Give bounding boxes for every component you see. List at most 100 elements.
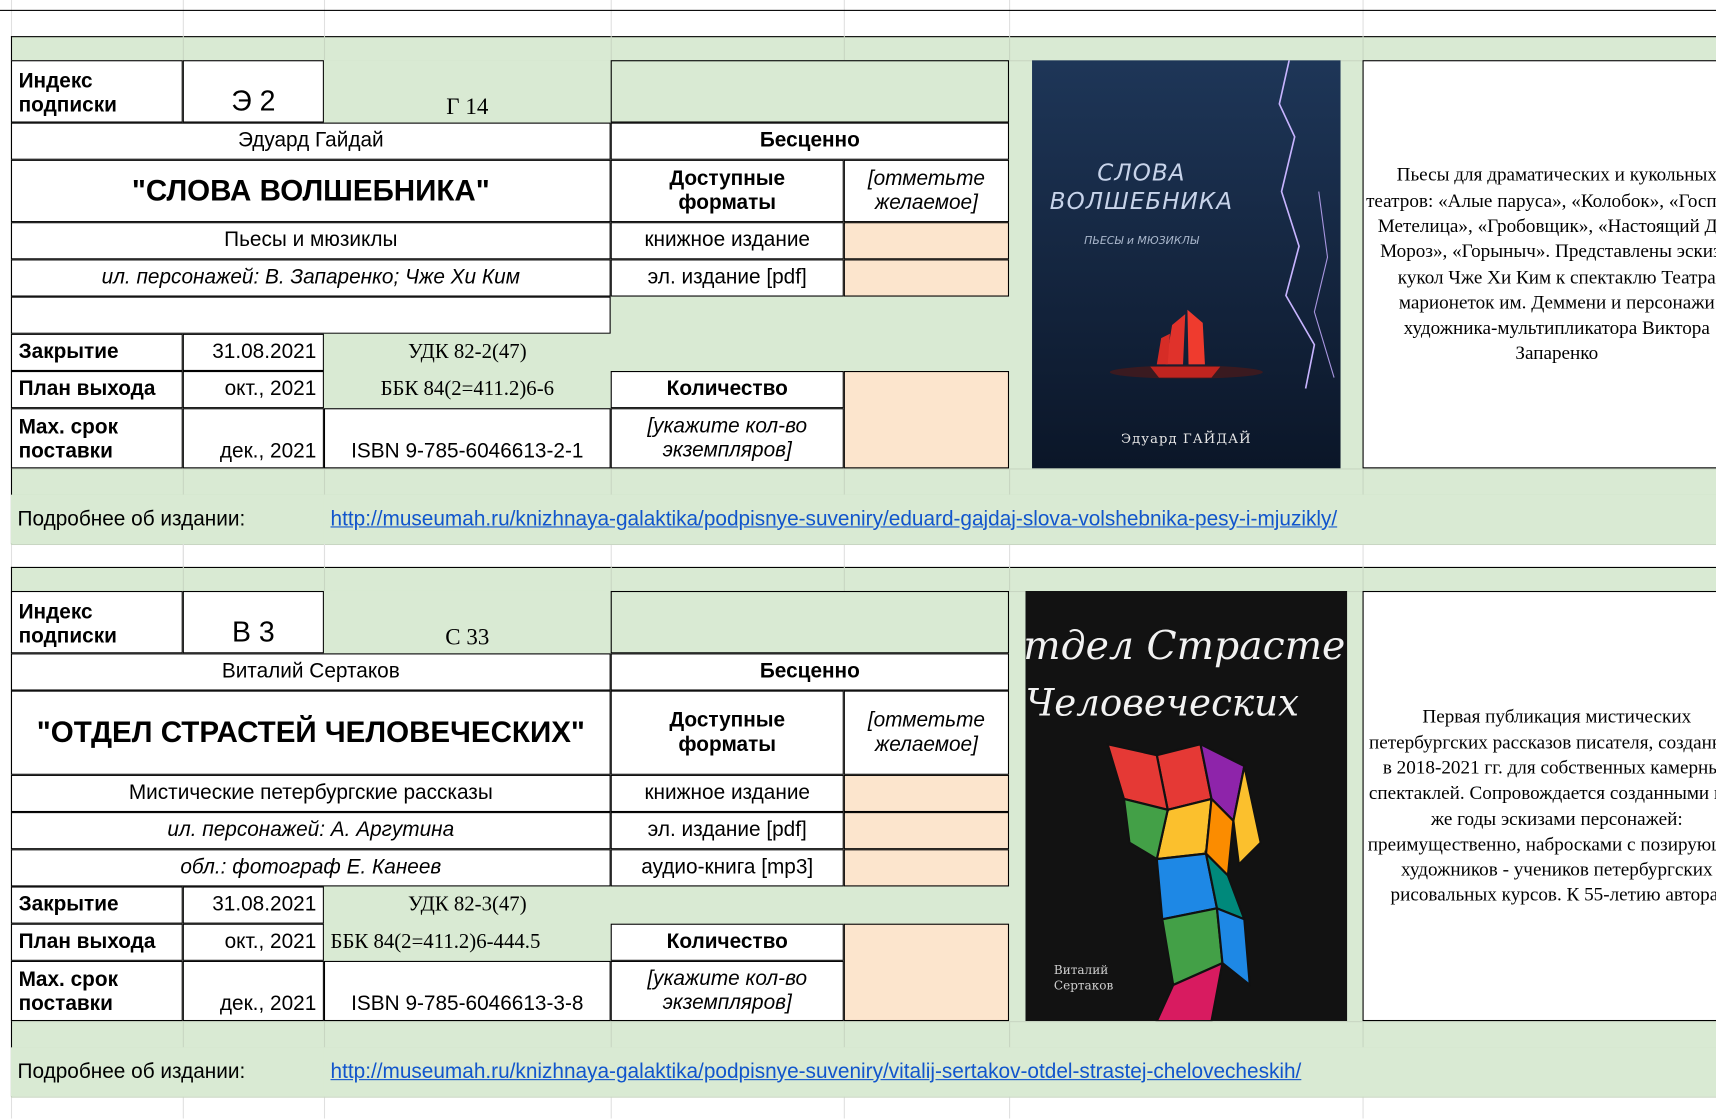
grid-line — [182, 36, 184, 61]
code: С 33 — [323, 590, 611, 654]
figure-shape — [1231, 765, 1262, 867]
title: "СЛОВА ВОЛШЕБНИКА" — [10, 159, 611, 223]
author: Эдуард Гайдай — [10, 122, 611, 160]
lightning — [1313, 191, 1335, 378]
grid-line — [323, 1021, 326, 1048]
deadline-label: Max. срок поставки — [10, 408, 183, 469]
credit: ил. персонажей: В. Запаренко; Чже Хи Ким — [10, 259, 611, 297]
quantity-label: Количество — [610, 371, 844, 409]
deadline: дек., 2021 — [182, 960, 324, 1022]
cover-author: Сертаков — [1053, 978, 1113, 992]
formats-label: Доступные форматы — [610, 159, 844, 223]
bbk: ББК 84(2=411.2)6-6 — [323, 371, 611, 409]
format: книжное издание — [610, 222, 844, 260]
grid-line — [1009, 1021, 1011, 1048]
grid-line — [182, 566, 184, 591]
link[interactable]: http://museumah.ru/knizhnaya-galaktika/p… — [323, 1047, 1716, 1097]
title: "ОТДЕЛ СТРАСТЕЙ ЧЕЛОВЕЧЕСКИХ" — [10, 690, 611, 775]
figure-shape — [1155, 961, 1224, 1022]
subtitle: Мистические петербургские рассказы — [10, 774, 611, 813]
grid-line — [10, 566, 1716, 568]
grid-line — [610, 1021, 612, 1048]
grid-line — [1009, 468, 1011, 495]
deadline-label: Max. срок поставки — [10, 960, 183, 1022]
grid-line — [323, 566, 326, 591]
grid-line — [843, 36, 845, 61]
grid-line — [10, 1096, 1716, 1098]
lightning — [1277, 60, 1315, 389]
grid-line — [610, 36, 612, 61]
grid-line — [1009, 566, 1011, 591]
grid-line — [1009, 36, 1011, 61]
quantity-input — [843, 371, 1010, 469]
release-label: План выхода — [10, 923, 183, 961]
ship-sails — [1156, 333, 1170, 365]
grid-line — [843, 0, 845, 1119]
more-label: Подробнее об издании: — [10, 494, 324, 544]
quantity-hint: [укажите кол-во экземпляров] — [610, 960, 844, 1022]
format: эл. издание [pdf] — [610, 812, 844, 850]
formats-hint: [отметьте желаемое] — [843, 159, 1010, 223]
cover-title: ВОЛШЕБНИКА — [1049, 189, 1232, 215]
cover-title: Человеческих — [1025, 681, 1299, 725]
credit: ил. персонажей: А. Аргутина — [10, 812, 611, 850]
grid-line — [10, 1021, 1716, 1023]
closing: 31.08.2021 — [182, 886, 324, 924]
cover-subtitle: ПЬЕСЫ и МЮЗИКЛЫ — [1084, 234, 1200, 247]
author: Виталий Сертаков — [10, 653, 611, 691]
bbk: ББК 84(2=411.2)6-444.5 — [323, 923, 611, 961]
format: эл. издание [pdf] — [610, 259, 844, 297]
cover-title: СЛОВА — [1097, 161, 1185, 187]
grid-line — [1362, 36, 1364, 61]
closing-label: Закрытие — [10, 886, 183, 924]
udk: УДК 82-2(47) — [323, 333, 611, 372]
cover-title: Отдел Страстей — [1025, 623, 1347, 669]
format-choice — [843, 849, 1010, 887]
grid-line — [610, 0, 612, 1119]
cover-author: Эдуард ГАЙДАЙ — [1120, 430, 1251, 447]
grid-line — [610, 468, 612, 495]
grid-line — [843, 566, 845, 591]
price: Бесценно — [610, 653, 1010, 691]
grid-line — [843, 468, 845, 495]
grid-line — [610, 566, 612, 591]
release-label: План выхода — [10, 371, 183, 409]
grid-line — [1362, 0, 1364, 1119]
release: окт., 2021 — [182, 371, 324, 409]
ship-hull — [1149, 366, 1220, 378]
grid-line — [10, 543, 1716, 546]
grid-line — [182, 468, 184, 495]
ship-sails — [1186, 309, 1205, 365]
grid-line — [10, 36, 1716, 38]
deadline: дек., 2021 — [182, 408, 324, 469]
format-choice — [843, 259, 1010, 297]
code: Г 14 — [323, 60, 611, 123]
subtitle: Пьесы и мюзиклы — [10, 222, 611, 260]
grid-line — [1009, 0, 1011, 1119]
grid-line — [843, 1021, 845, 1048]
grid-line — [0, 9, 1716, 11]
more-label: Подробнее об издании: — [10, 1047, 324, 1097]
index: В 3 — [182, 590, 324, 654]
formats-label: Доступные форматы — [610, 690, 844, 775]
cover: Отдел Страстей Человеческих ВиталийСертако… — [1024, 590, 1347, 1022]
link[interactable]: http://museumah.ru/knizhnaya-galaktika/p… — [323, 494, 1716, 544]
quantity-label: Количество — [610, 923, 844, 961]
isbn: ISBN 9-785-6046613-2-1 — [323, 408, 611, 469]
grid-line — [1362, 468, 1364, 495]
ship-sails — [1164, 314, 1185, 365]
empty-cell — [610, 60, 1010, 123]
grid-line — [323, 36, 326, 61]
index-label: Индекс подписки — [10, 590, 183, 654]
empty-cell — [610, 590, 1010, 654]
grid-line — [1362, 566, 1364, 591]
grid-line — [10, 0, 13, 1119]
figure-shape — [1122, 797, 1169, 861]
cover-author: Виталий — [1053, 963, 1107, 977]
grid-line — [10, 468, 1716, 470]
grid-line — [323, 468, 326, 495]
